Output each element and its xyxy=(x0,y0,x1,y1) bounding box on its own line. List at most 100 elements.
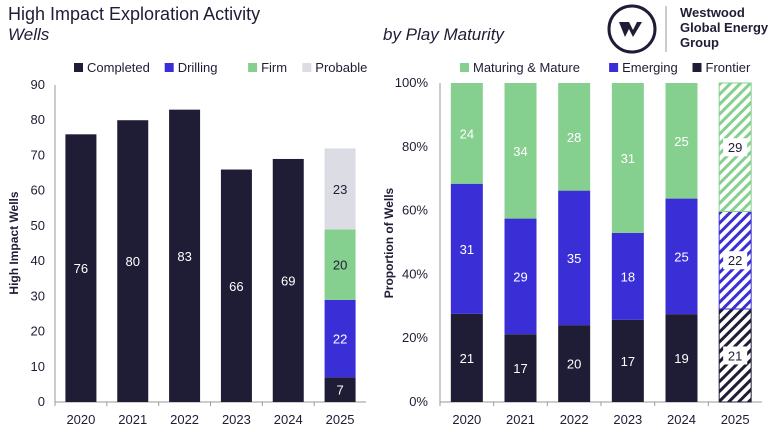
bar-frontier xyxy=(504,334,537,402)
legend-swatch xyxy=(609,63,619,72)
y-tick-label: 0 xyxy=(38,394,45,409)
x-tick-label: 2024 xyxy=(667,412,696,427)
y-tick-label: 10 xyxy=(31,359,45,374)
data-label: 66 xyxy=(229,279,243,294)
y-tick-label: 90 xyxy=(31,77,45,92)
legend-swatch xyxy=(692,63,702,72)
bar-frontier xyxy=(558,325,591,402)
bar-firm xyxy=(324,229,356,300)
legend-swatch xyxy=(248,63,258,72)
bar-maturing-mature xyxy=(558,83,591,191)
westwood-logo-icon xyxy=(607,4,667,54)
x-tick-label: 2024 xyxy=(274,412,303,427)
bar-probable xyxy=(324,148,356,230)
legend-label: Probable xyxy=(315,60,367,75)
x-tick-label: 2021 xyxy=(506,412,535,427)
bar-maturing-mature xyxy=(665,83,698,199)
data-label: 76 xyxy=(74,261,88,276)
data-label: 20 xyxy=(567,357,581,372)
legend-swatch xyxy=(460,63,469,72)
x-tick-label: 2023 xyxy=(222,412,251,427)
data-label: 7 xyxy=(336,383,343,398)
legend-label: Maturing & Mature xyxy=(473,60,580,75)
x-tick-label: 2023 xyxy=(613,412,642,427)
data-label: 21 xyxy=(460,351,474,366)
x-tick-label: 2022 xyxy=(170,412,199,427)
y-tick-label: 50 xyxy=(31,218,45,233)
bar-maturing-mature xyxy=(611,83,644,233)
y-tick-label: 70 xyxy=(31,147,45,162)
data-label: 29 xyxy=(513,269,527,284)
legend-label: Drilling xyxy=(178,60,218,75)
brand-line: Westwood xyxy=(680,5,745,20)
bar-completed xyxy=(169,109,201,403)
brand-name: Westwood Global Energy Group xyxy=(680,5,768,50)
data-label: 22 xyxy=(333,332,347,347)
bar-frontier xyxy=(665,314,698,402)
bar-emerging xyxy=(611,232,644,320)
right-chart-subtitle: by Play Maturity xyxy=(383,25,504,44)
x-tick-label: 2021 xyxy=(118,412,147,427)
y-tick-label: 20% xyxy=(402,330,428,345)
y-tick-label: 100% xyxy=(395,75,429,90)
legend-swatch xyxy=(302,63,312,72)
bar-emerging xyxy=(558,190,591,326)
data-label-background xyxy=(723,251,748,270)
data-label: 23 xyxy=(333,182,347,197)
brand-line: Global Energy xyxy=(680,20,768,35)
data-label: 18 xyxy=(621,269,635,284)
bar-maturing-mature xyxy=(450,83,483,184)
y-tick-label: 40 xyxy=(31,253,45,268)
x-tick-label: 2022 xyxy=(560,412,589,427)
data-label: 17 xyxy=(621,354,635,369)
legend-swatch xyxy=(74,63,83,72)
legend-label: Frontier xyxy=(706,60,751,75)
x-tick-label: 2025 xyxy=(721,412,750,427)
bar-frontier xyxy=(611,319,644,402)
bar-maturing-mature xyxy=(504,83,537,219)
y-tick-label: 60% xyxy=(402,203,428,218)
bar-emerging xyxy=(665,198,698,315)
chart-title: High Impact Exploration Activity xyxy=(8,4,261,24)
bar-completed xyxy=(117,120,149,402)
left-chart-subtitle: Wells xyxy=(8,25,50,44)
data-label: 29 xyxy=(728,140,742,155)
data-label: 24 xyxy=(460,126,474,141)
x-tick-label: 2020 xyxy=(66,412,95,427)
y-tick-label: 80% xyxy=(402,139,428,154)
brand-line: Group xyxy=(680,35,719,50)
legend-label: Emerging xyxy=(622,60,678,75)
y-tick-label: 30 xyxy=(31,288,45,303)
data-label: 31 xyxy=(460,242,474,257)
data-label: 19 xyxy=(674,351,688,366)
data-label: 17 xyxy=(513,361,527,376)
data-label: 35 xyxy=(567,251,581,266)
bar-drilling xyxy=(324,299,356,378)
data-label: 25 xyxy=(674,134,688,149)
legend-label: Completed xyxy=(87,60,150,75)
bar-completed xyxy=(65,134,97,403)
x-tick-label: 2020 xyxy=(452,412,481,427)
data-label: 34 xyxy=(513,144,527,159)
data-label-background xyxy=(723,346,748,365)
y-tick-label: 0% xyxy=(409,394,428,409)
bar-completed xyxy=(272,158,304,402)
y-axis-label: High Impact Wells xyxy=(7,191,21,294)
data-label: 31 xyxy=(621,151,635,166)
data-label: 22 xyxy=(728,253,742,268)
data-label-background xyxy=(723,138,748,157)
y-axis-label: Proportion of Wells xyxy=(382,187,396,298)
bar-completed xyxy=(220,169,252,402)
data-label: 69 xyxy=(281,273,295,288)
legend-swatch xyxy=(164,63,174,72)
y-tick-label: 80 xyxy=(31,112,45,127)
data-label: 20 xyxy=(333,258,347,273)
legend-label: Firm xyxy=(261,60,287,75)
data-label: 21 xyxy=(728,348,742,363)
bar-emerging xyxy=(450,183,483,314)
data-label: 28 xyxy=(567,130,581,145)
data-label: 25 xyxy=(674,249,688,264)
bar-frontier xyxy=(450,313,483,402)
bar-emerging xyxy=(504,218,537,335)
